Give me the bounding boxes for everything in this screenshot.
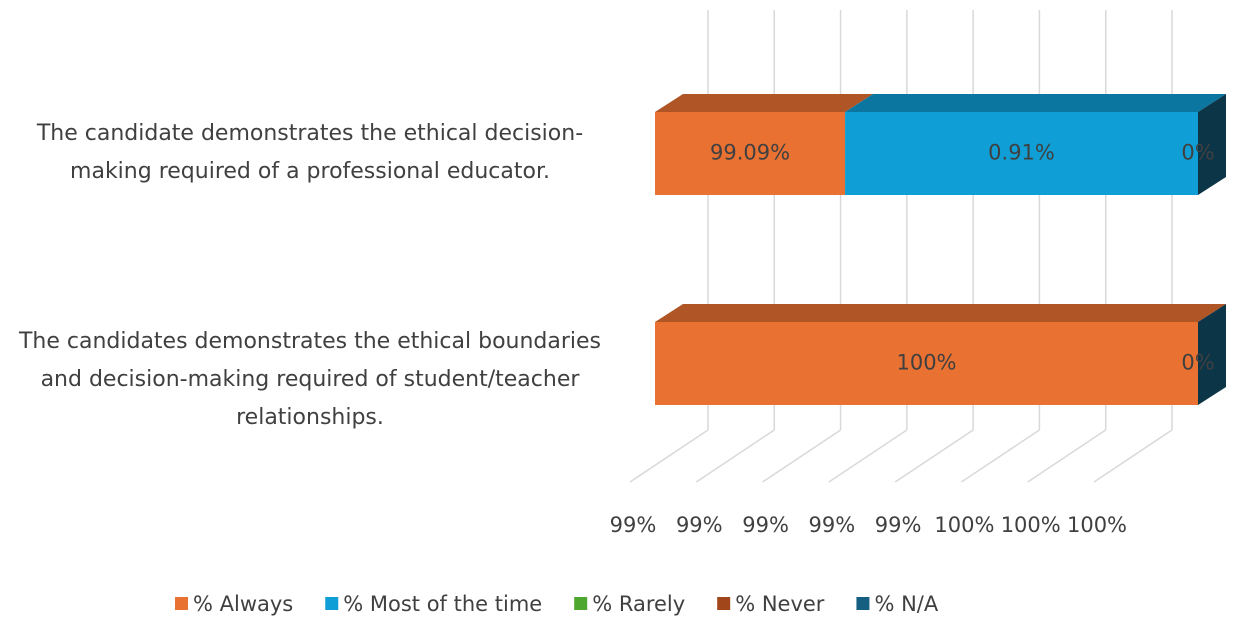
legend-label: % Always (193, 592, 293, 616)
x-tick-label: 99% (610, 513, 657, 537)
data-label: 100% (896, 351, 956, 375)
x-tick-label: 100% (934, 513, 994, 537)
data-label: 0% (1181, 141, 1214, 165)
grid-line (894, 429, 974, 483)
x-tick-label: 100% (1001, 513, 1061, 537)
bar-side (1198, 94, 1226, 195)
bar-side (1198, 304, 1226, 405)
legend-swatch (717, 597, 731, 610)
grid-line (828, 429, 908, 483)
bar (655, 322, 1198, 405)
legend-swatch (856, 597, 870, 610)
x-tick-label: 99% (676, 513, 723, 537)
data-label: 0% (1181, 351, 1214, 375)
grid-line (1093, 429, 1173, 483)
legend-swatch (175, 597, 188, 610)
legend-label: % Never (735, 592, 825, 616)
grid-line (1027, 429, 1107, 483)
legend-label: % N/A (874, 592, 938, 616)
category-label: The candidates demonstrates the ethical … (18, 329, 602, 430)
x-tick-label: 100% (1067, 513, 1127, 537)
x-tick-label: 99% (742, 513, 789, 537)
bar-top (655, 94, 874, 112)
bar-top (845, 94, 1226, 112)
legend-swatch (325, 597, 339, 610)
bar (845, 112, 1198, 195)
x-tick-label: 99% (809, 513, 856, 537)
grid-line (629, 429, 709, 483)
category-label: The candidate demonstrates the ethical d… (36, 121, 584, 184)
data-label: 0.91% (988, 141, 1055, 165)
legend-label: % Rarely (592, 592, 685, 616)
bar-top (655, 304, 1226, 322)
grid-line (762, 429, 841, 483)
x-tick-label: 99% (875, 513, 922, 537)
legend-swatch (574, 597, 588, 610)
data-label: 99.09% (710, 141, 790, 165)
grid-line (695, 429, 775, 483)
legend-label: % Most of the time (343, 592, 542, 616)
grid-line (961, 429, 1040, 483)
bar (655, 112, 846, 195)
